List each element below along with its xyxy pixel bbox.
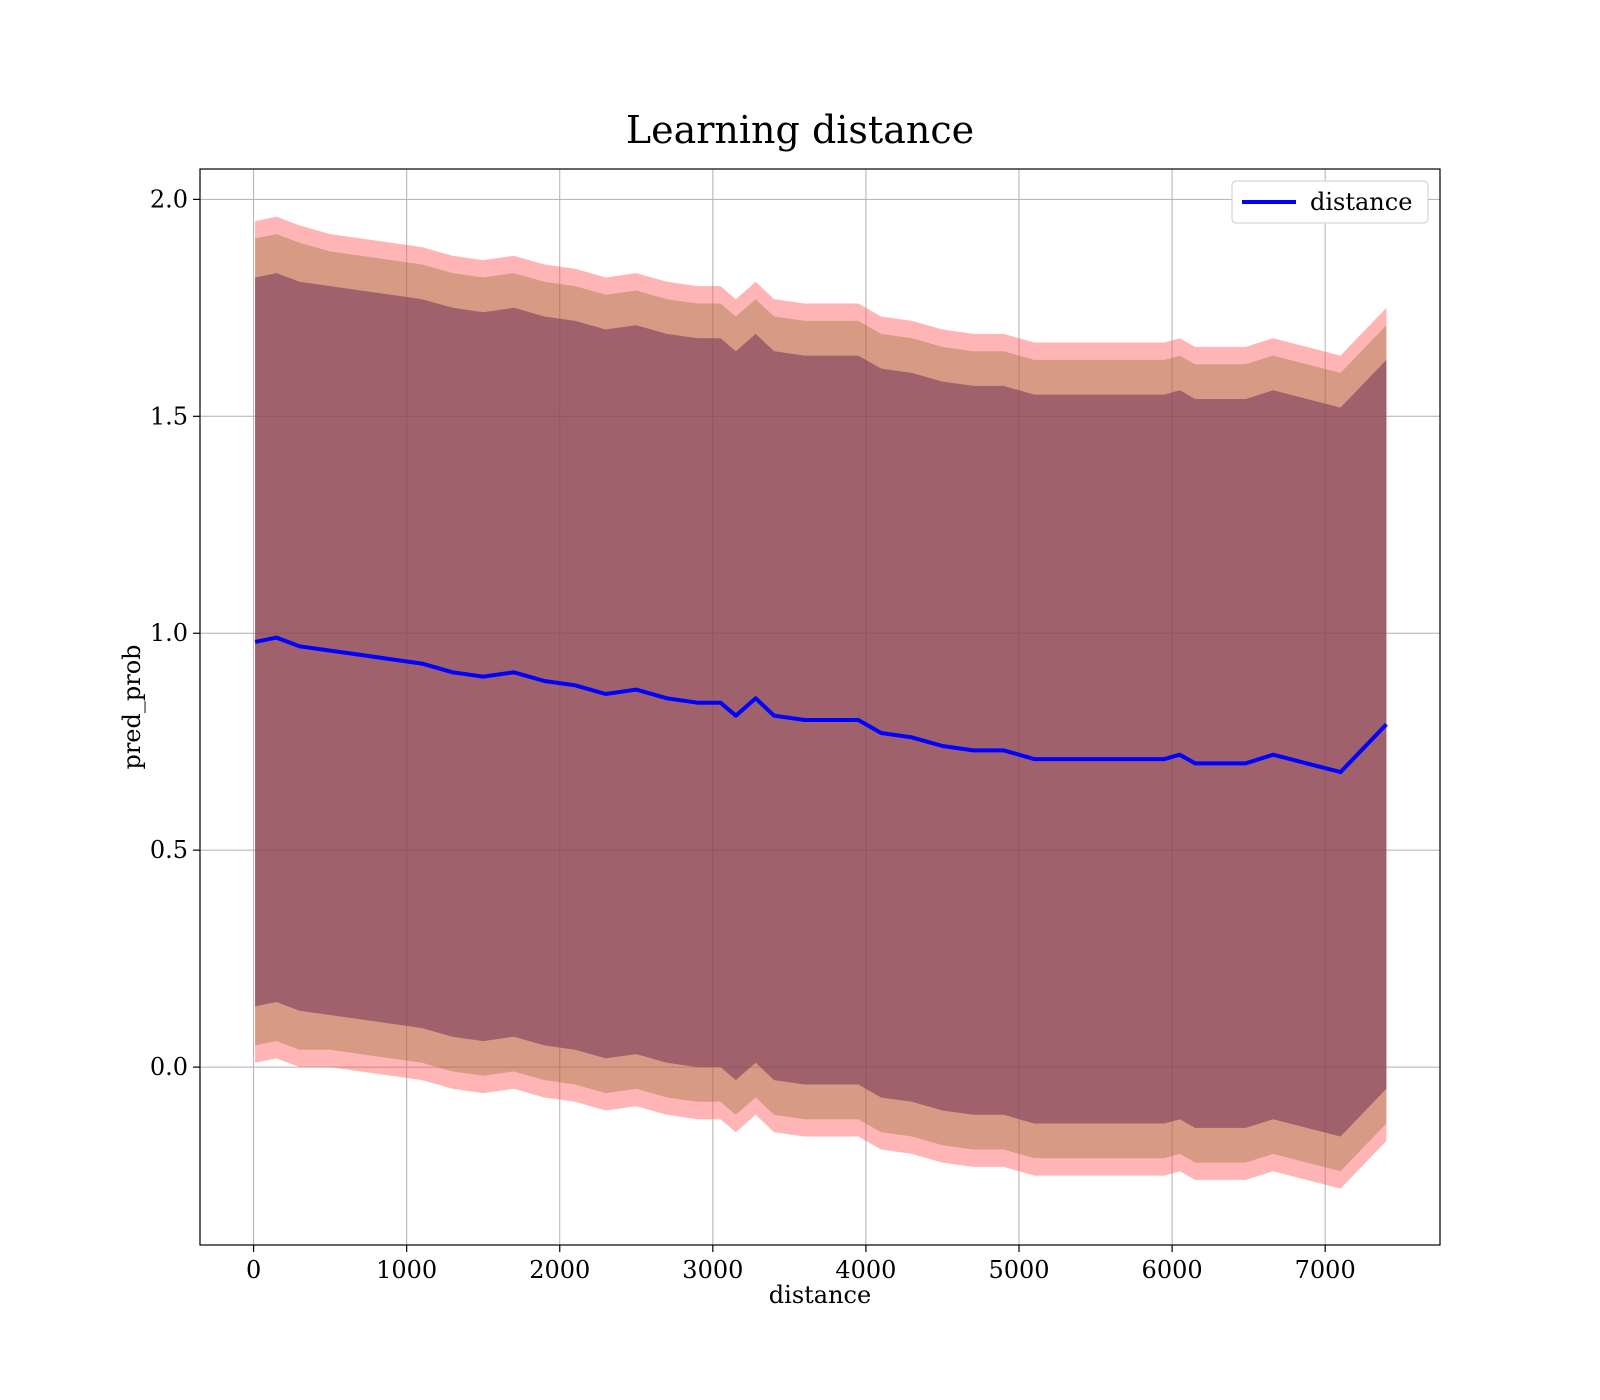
- x-tick-label: 6000: [1142, 1256, 1203, 1284]
- x-tick-label: 4000: [835, 1256, 896, 1284]
- confidence-bands: [255, 216, 1387, 1189]
- y-tick-label: 0.0: [150, 1053, 188, 1081]
- band-inner-band: [255, 273, 1387, 1137]
- y-tick-label: 2.0: [150, 185, 188, 213]
- legend: distance: [1231, 180, 1429, 224]
- y-tick-label: 1.5: [150, 402, 188, 430]
- plot-frame: [199, 168, 1441, 1246]
- axis-ticks: 0 1000 2000 3000 4000 5000 6000 7000 0.0 0.5 1.0 1.…: [150, 185, 1356, 1284]
- chart-title: Learning distance: [626, 108, 974, 152]
- y-tick-label: 1.0: [150, 619, 188, 647]
- x-axis-label: distance: [769, 1281, 871, 1309]
- x-tick-label: 3000: [682, 1256, 743, 1284]
- y-axis-label: pred_prob: [118, 644, 146, 769]
- legend-box: [1231, 180, 1429, 224]
- x-tick-label: 1000: [376, 1256, 437, 1284]
- x-tick-label: 7000: [1295, 1256, 1356, 1284]
- series-line-distance: [254, 635, 1388, 775]
- x-tick-label: 5000: [988, 1256, 1049, 1284]
- x-tick-label: 2000: [529, 1256, 590, 1284]
- x-tick-label: 0: [246, 1256, 261, 1284]
- y-tick-label: 0.5: [150, 836, 188, 864]
- legend-entry: distance: [1310, 188, 1412, 216]
- series-lines: [254, 635, 1388, 775]
